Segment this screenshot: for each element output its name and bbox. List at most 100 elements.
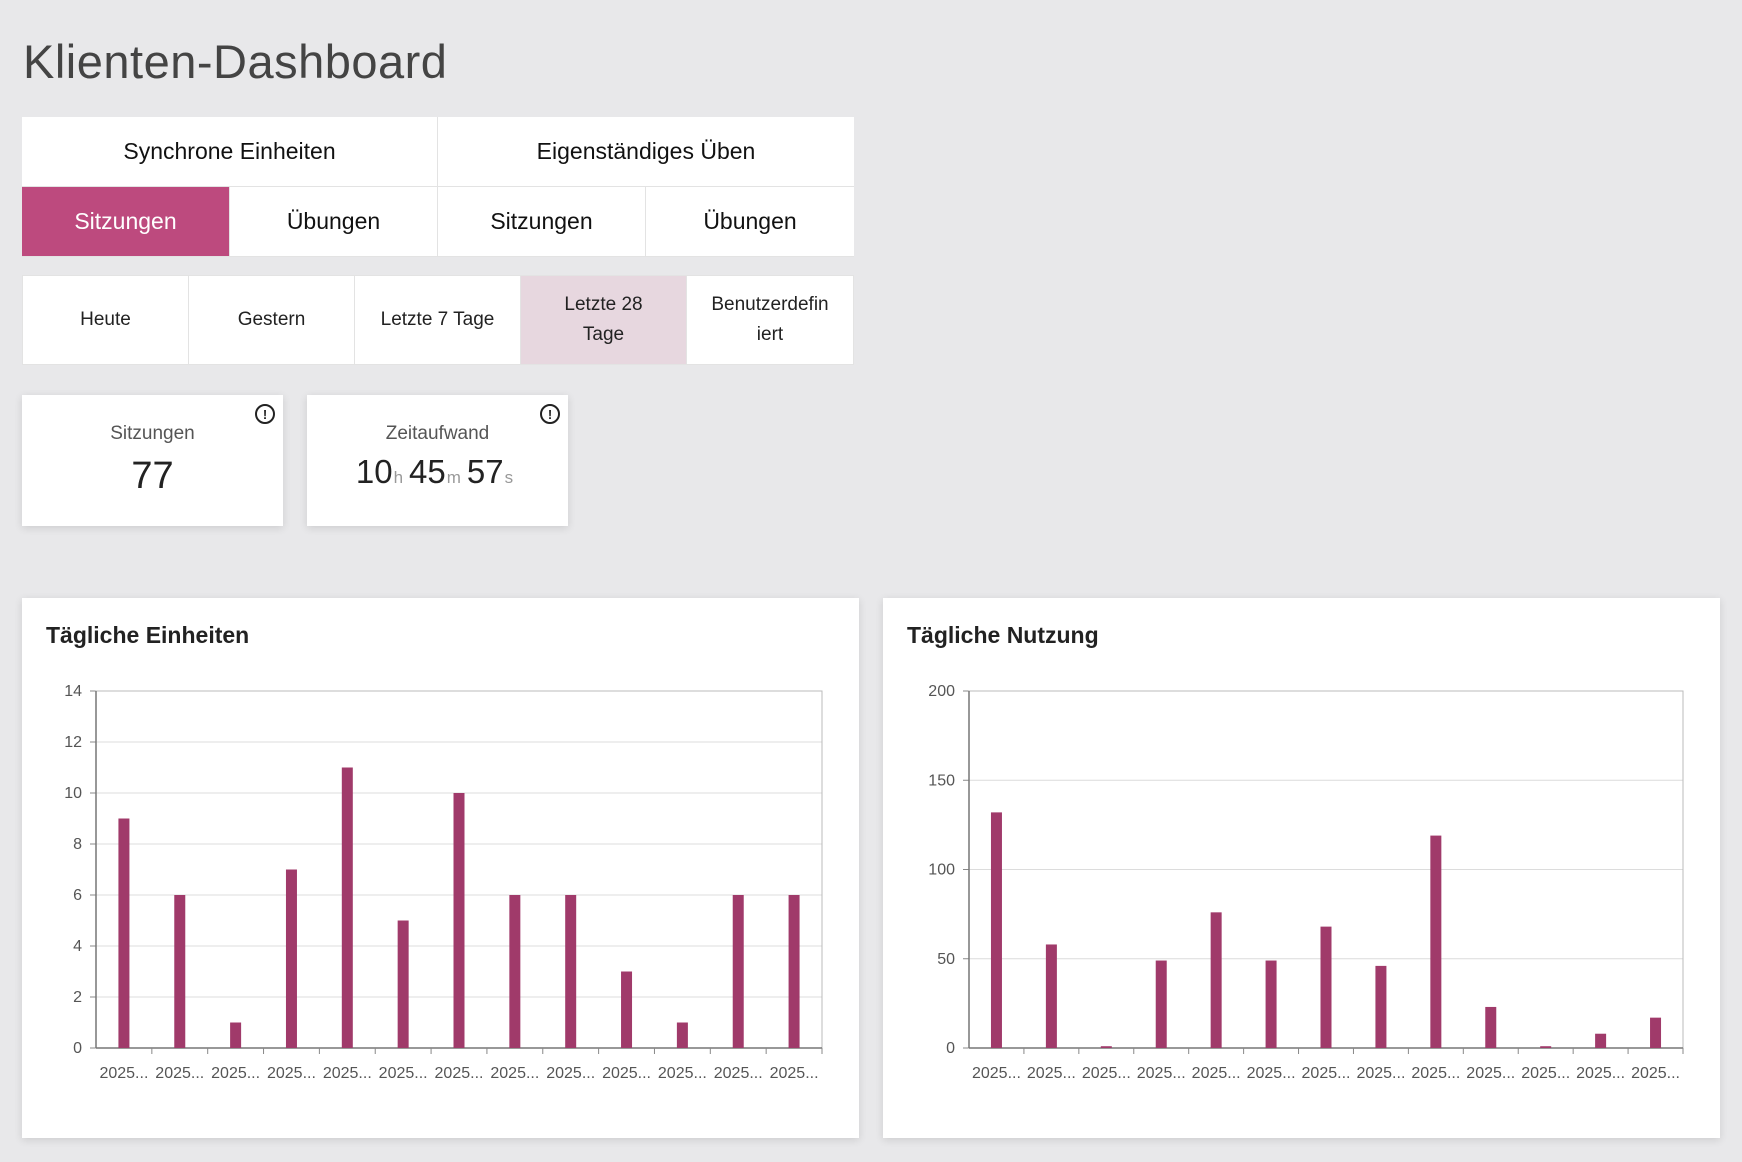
x-tick-label: 2025... bbox=[972, 1065, 1021, 1082]
info-icon[interactable]: ! bbox=[540, 404, 560, 424]
x-tick-label: 2025... bbox=[155, 1065, 204, 1082]
tab-self-exercises[interactable]: Übungen bbox=[646, 187, 854, 257]
hours-value: 10 bbox=[355, 453, 393, 490]
bar[interactable] bbox=[397, 920, 409, 1049]
bar[interactable] bbox=[1430, 835, 1442, 1048]
y-tick-label: 8 bbox=[73, 836, 82, 853]
y-tick-label: 0 bbox=[946, 1040, 955, 1057]
range-last-28-days-label: Letzte 28 Tage bbox=[564, 294, 643, 345]
date-range-selector: Heute Gestern Letzte 7 Tage Letzte 28 Ta… bbox=[22, 275, 854, 365]
chart-card-daily-usage: Tägliche Nutzung 0 50 100 150 200 2025... 2025… bbox=[883, 598, 1720, 1138]
x-tick-label: 2025... bbox=[323, 1065, 372, 1082]
bar[interactable] bbox=[1485, 1006, 1497, 1048]
range-custom[interactable]: Benutzerdefiniert bbox=[687, 276, 853, 364]
x-tick-label: 2025... bbox=[1082, 1065, 1131, 1082]
tab-group-self-practice[interactable]: Eigenständiges Üben bbox=[438, 117, 854, 187]
bar[interactable] bbox=[1595, 1033, 1607, 1048]
daily-units-chart: 0 2 4 6 8 10 12 14 2025... 2025... 2025... 2025... 2… bbox=[64, 683, 823, 1082]
bar[interactable] bbox=[732, 895, 744, 1048]
bar[interactable] bbox=[1320, 926, 1332, 1048]
seconds-value: 57 bbox=[466, 453, 504, 490]
x-tick-label: 2025... bbox=[658, 1065, 707, 1082]
bar[interactable] bbox=[174, 895, 186, 1048]
x-tick-label: 2025... bbox=[435, 1065, 484, 1082]
bar[interactable] bbox=[509, 895, 521, 1048]
x-tick-label: 2025... bbox=[99, 1065, 148, 1082]
range-last-7-days[interactable]: Letzte 7 Tage bbox=[355, 276, 521, 364]
x-tick-label: 2025... bbox=[1356, 1065, 1405, 1082]
stat-label: Sitzungen bbox=[110, 423, 195, 444]
y-tick-label: 4 bbox=[73, 938, 82, 955]
y-tick-label: 6 bbox=[73, 887, 82, 904]
minutes-unit: m bbox=[446, 468, 461, 487]
range-yesterday[interactable]: Gestern bbox=[189, 276, 355, 364]
stat-card-time: ! Zeitaufwand 10h 45m 57s bbox=[307, 395, 568, 526]
x-tick-label: 2025... bbox=[1576, 1065, 1625, 1082]
bar[interactable] bbox=[990, 812, 1002, 1048]
x-tick-label: 2025... bbox=[1027, 1065, 1076, 1082]
bar[interactable] bbox=[788, 895, 800, 1048]
info-icon[interactable]: ! bbox=[255, 404, 275, 424]
mode-tabs: Synchrone Einheiten Eigenständiges Üben … bbox=[22, 117, 854, 257]
bar[interactable] bbox=[1375, 965, 1387, 1048]
y-tick-label: 2 bbox=[73, 989, 82, 1006]
bar[interactable] bbox=[1540, 1046, 1552, 1048]
chart-title: Tägliche Einheiten bbox=[46, 622, 250, 648]
x-tick-label: 2025... bbox=[1521, 1065, 1570, 1082]
y-tick-label: 50 bbox=[937, 951, 955, 968]
y-tick-label: 100 bbox=[928, 862, 955, 879]
x-tick-label: 2025... bbox=[1466, 1065, 1515, 1082]
bar[interactable] bbox=[118, 818, 130, 1049]
x-tick-label: 2025... bbox=[267, 1065, 316, 1082]
bar[interactable] bbox=[1155, 960, 1167, 1048]
stat-label: Zeitaufwand bbox=[385, 423, 490, 444]
seconds-unit: s bbox=[504, 468, 514, 487]
bar[interactable] bbox=[676, 1022, 688, 1049]
y-tick-label: 200 bbox=[928, 683, 955, 700]
x-tick-label: 2025... bbox=[379, 1065, 428, 1082]
stat-card-sessions: ! Sitzungen 77 bbox=[22, 395, 283, 526]
bar[interactable] bbox=[1045, 944, 1057, 1048]
bar[interactable] bbox=[1265, 960, 1277, 1048]
bar[interactable] bbox=[1650, 1017, 1662, 1048]
x-tick-label: 2025... bbox=[1411, 1065, 1460, 1082]
y-tick-label: 12 bbox=[64, 734, 82, 751]
x-tick-label: 2025... bbox=[1631, 1065, 1680, 1082]
range-last-28-days[interactable]: Letzte 28 Tage bbox=[521, 276, 687, 364]
y-tick-label: 10 bbox=[64, 785, 82, 802]
bar[interactable] bbox=[621, 971, 633, 1049]
bar[interactable] bbox=[1210, 912, 1222, 1048]
x-tick-label: 2025... bbox=[714, 1065, 763, 1082]
bar[interactable] bbox=[565, 895, 577, 1048]
y-tick-label: 0 bbox=[73, 1040, 82, 1057]
x-tick-label: 2025... bbox=[1302, 1065, 1351, 1082]
tab-sync-exercises[interactable]: Übungen bbox=[230, 187, 438, 257]
x-tick-label: 2025... bbox=[1192, 1065, 1241, 1082]
y-tick-label: 150 bbox=[928, 772, 955, 789]
chart-title: Tägliche Nutzung bbox=[907, 622, 1099, 648]
bar[interactable] bbox=[1100, 1046, 1112, 1048]
page-title: Klienten-Dashboard bbox=[23, 35, 448, 88]
x-tick-label: 2025... bbox=[546, 1065, 595, 1082]
x-tick-label: 2025... bbox=[770, 1065, 819, 1082]
x-tick-label: 2025... bbox=[490, 1065, 539, 1082]
x-tick-label: 2025... bbox=[1247, 1065, 1296, 1082]
daily-usage-chart: 0 50 100 150 200 2025... 2025... 2025... 2025...… bbox=[928, 683, 1684, 1082]
minutes-value: 45 bbox=[409, 453, 446, 490]
bar[interactable] bbox=[453, 793, 465, 1048]
x-tick-label: 2025... bbox=[1137, 1065, 1186, 1082]
stat-value: 77 bbox=[131, 455, 174, 497]
range-custom-label: Benutzerdefiniert bbox=[711, 294, 829, 345]
y-tick-label: 14 bbox=[64, 683, 82, 700]
tab-sync-sessions[interactable]: Sitzungen bbox=[22, 187, 230, 257]
bar[interactable] bbox=[230, 1022, 242, 1049]
stat-value-time: 10h 45m 57s bbox=[307, 453, 568, 491]
range-today[interactable]: Heute bbox=[23, 276, 189, 364]
bar[interactable] bbox=[285, 869, 297, 1049]
tab-group-synchronous[interactable]: Synchrone Einheiten bbox=[22, 117, 438, 187]
hours-unit: h bbox=[393, 468, 404, 487]
x-tick-label: 2025... bbox=[211, 1065, 260, 1082]
bar[interactable] bbox=[341, 767, 353, 1049]
chart-card-daily-units: Tägliche Einheiten 0 2 4 6 8 10 12 14 2025... 202… bbox=[22, 598, 859, 1138]
tab-self-sessions[interactable]: Sitzungen bbox=[438, 187, 646, 257]
